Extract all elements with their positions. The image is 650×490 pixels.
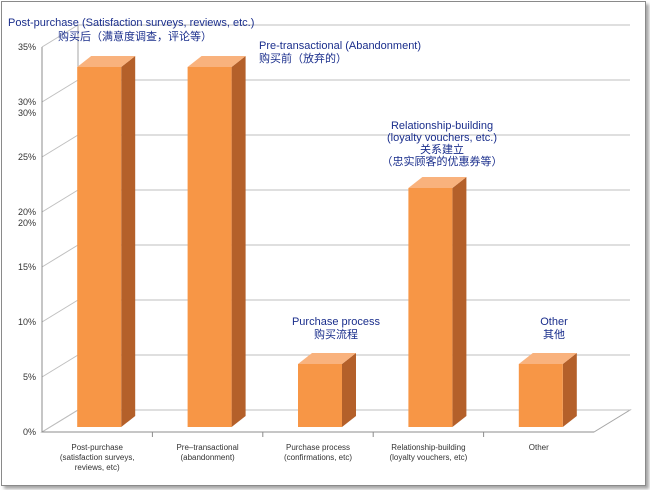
x-tick-label: Purchase process (286, 443, 350, 452)
y-tick-label: 35% (18, 42, 36, 52)
bar-side (342, 353, 356, 427)
x-tick-label: reviews, etc) (75, 463, 120, 472)
gridline-side (41, 409, 79, 433)
y-tick-label: 30% (18, 97, 36, 107)
bar-side (231, 56, 246, 427)
bar-top (298, 353, 356, 364)
x-tick-label: (satisfaction surveys, (60, 453, 135, 462)
y-tick-label: 10% (18, 317, 36, 327)
chart-svg: 0% 5% 10% 15% 20% 25% 30% 35% 30% 20% Post-purchas… (8, 17, 632, 472)
bar-annotation: 购买前（放弃的） (259, 51, 347, 65)
y-tick-label-extra: 30% (18, 108, 36, 118)
x-tick-label: Post-purchase (71, 443, 123, 452)
gridline-side (41, 24, 79, 48)
y-tick-label: 5% (23, 372, 36, 382)
gridline-side (41, 354, 79, 378)
bar (187, 67, 232, 427)
x-tick-label: (confirmations, etc) (284, 453, 352, 462)
y-tick-label: 25% (18, 152, 36, 162)
x-tick-label: (loyalty vouchers, etc) (389, 453, 467, 462)
x-tick-label: Pre–transactional (176, 443, 238, 452)
bar-annotation: Other (540, 316, 568, 328)
x-tick-label: (abandonment) (180, 453, 235, 462)
bar-top (408, 177, 467, 188)
y-tick-label: 15% (18, 262, 36, 272)
y-tick-label-extra: 20% (18, 218, 36, 228)
bar-annotation: 购买流程 (314, 327, 358, 341)
gridline-side (41, 79, 79, 103)
gridline-side (41, 244, 79, 268)
gridline-side (41, 299, 79, 323)
bar (298, 364, 342, 427)
gridline-side (41, 134, 79, 158)
bar (408, 188, 453, 427)
y-tick-label: 20% (18, 207, 36, 217)
bar-top (77, 56, 136, 67)
bar-annotation: 其他 (543, 328, 565, 341)
bar-annotation: Pre-transactional (Abandonment) (259, 40, 421, 52)
bar-annotation: 关系建立 (420, 142, 464, 156)
bar-annotation: (loyalty vouchers, etc.) (387, 132, 497, 144)
y-tick-label: 0% (23, 427, 36, 437)
bar-annotation: Purchase process (292, 316, 381, 328)
bar (518, 364, 563, 427)
bar-side (562, 353, 577, 427)
gridline-side (41, 189, 79, 213)
bar-side (452, 177, 467, 427)
bar (77, 67, 122, 427)
bar-annotation: （忠实顾客的优惠券等） (382, 154, 503, 168)
bar-annotation: Relationship-building (391, 120, 493, 132)
bar-top (187, 56, 246, 67)
bar-annotation: Post-purchase (Satisfaction surveys, rev… (8, 17, 254, 29)
x-tick-label: Other (529, 443, 549, 452)
bar-side (121, 56, 136, 427)
bar-top (518, 353, 577, 364)
x-tick-label: Relationship-building (391, 443, 465, 452)
bar-annotation: 购买后（满意度调查，评论等） (58, 29, 212, 43)
